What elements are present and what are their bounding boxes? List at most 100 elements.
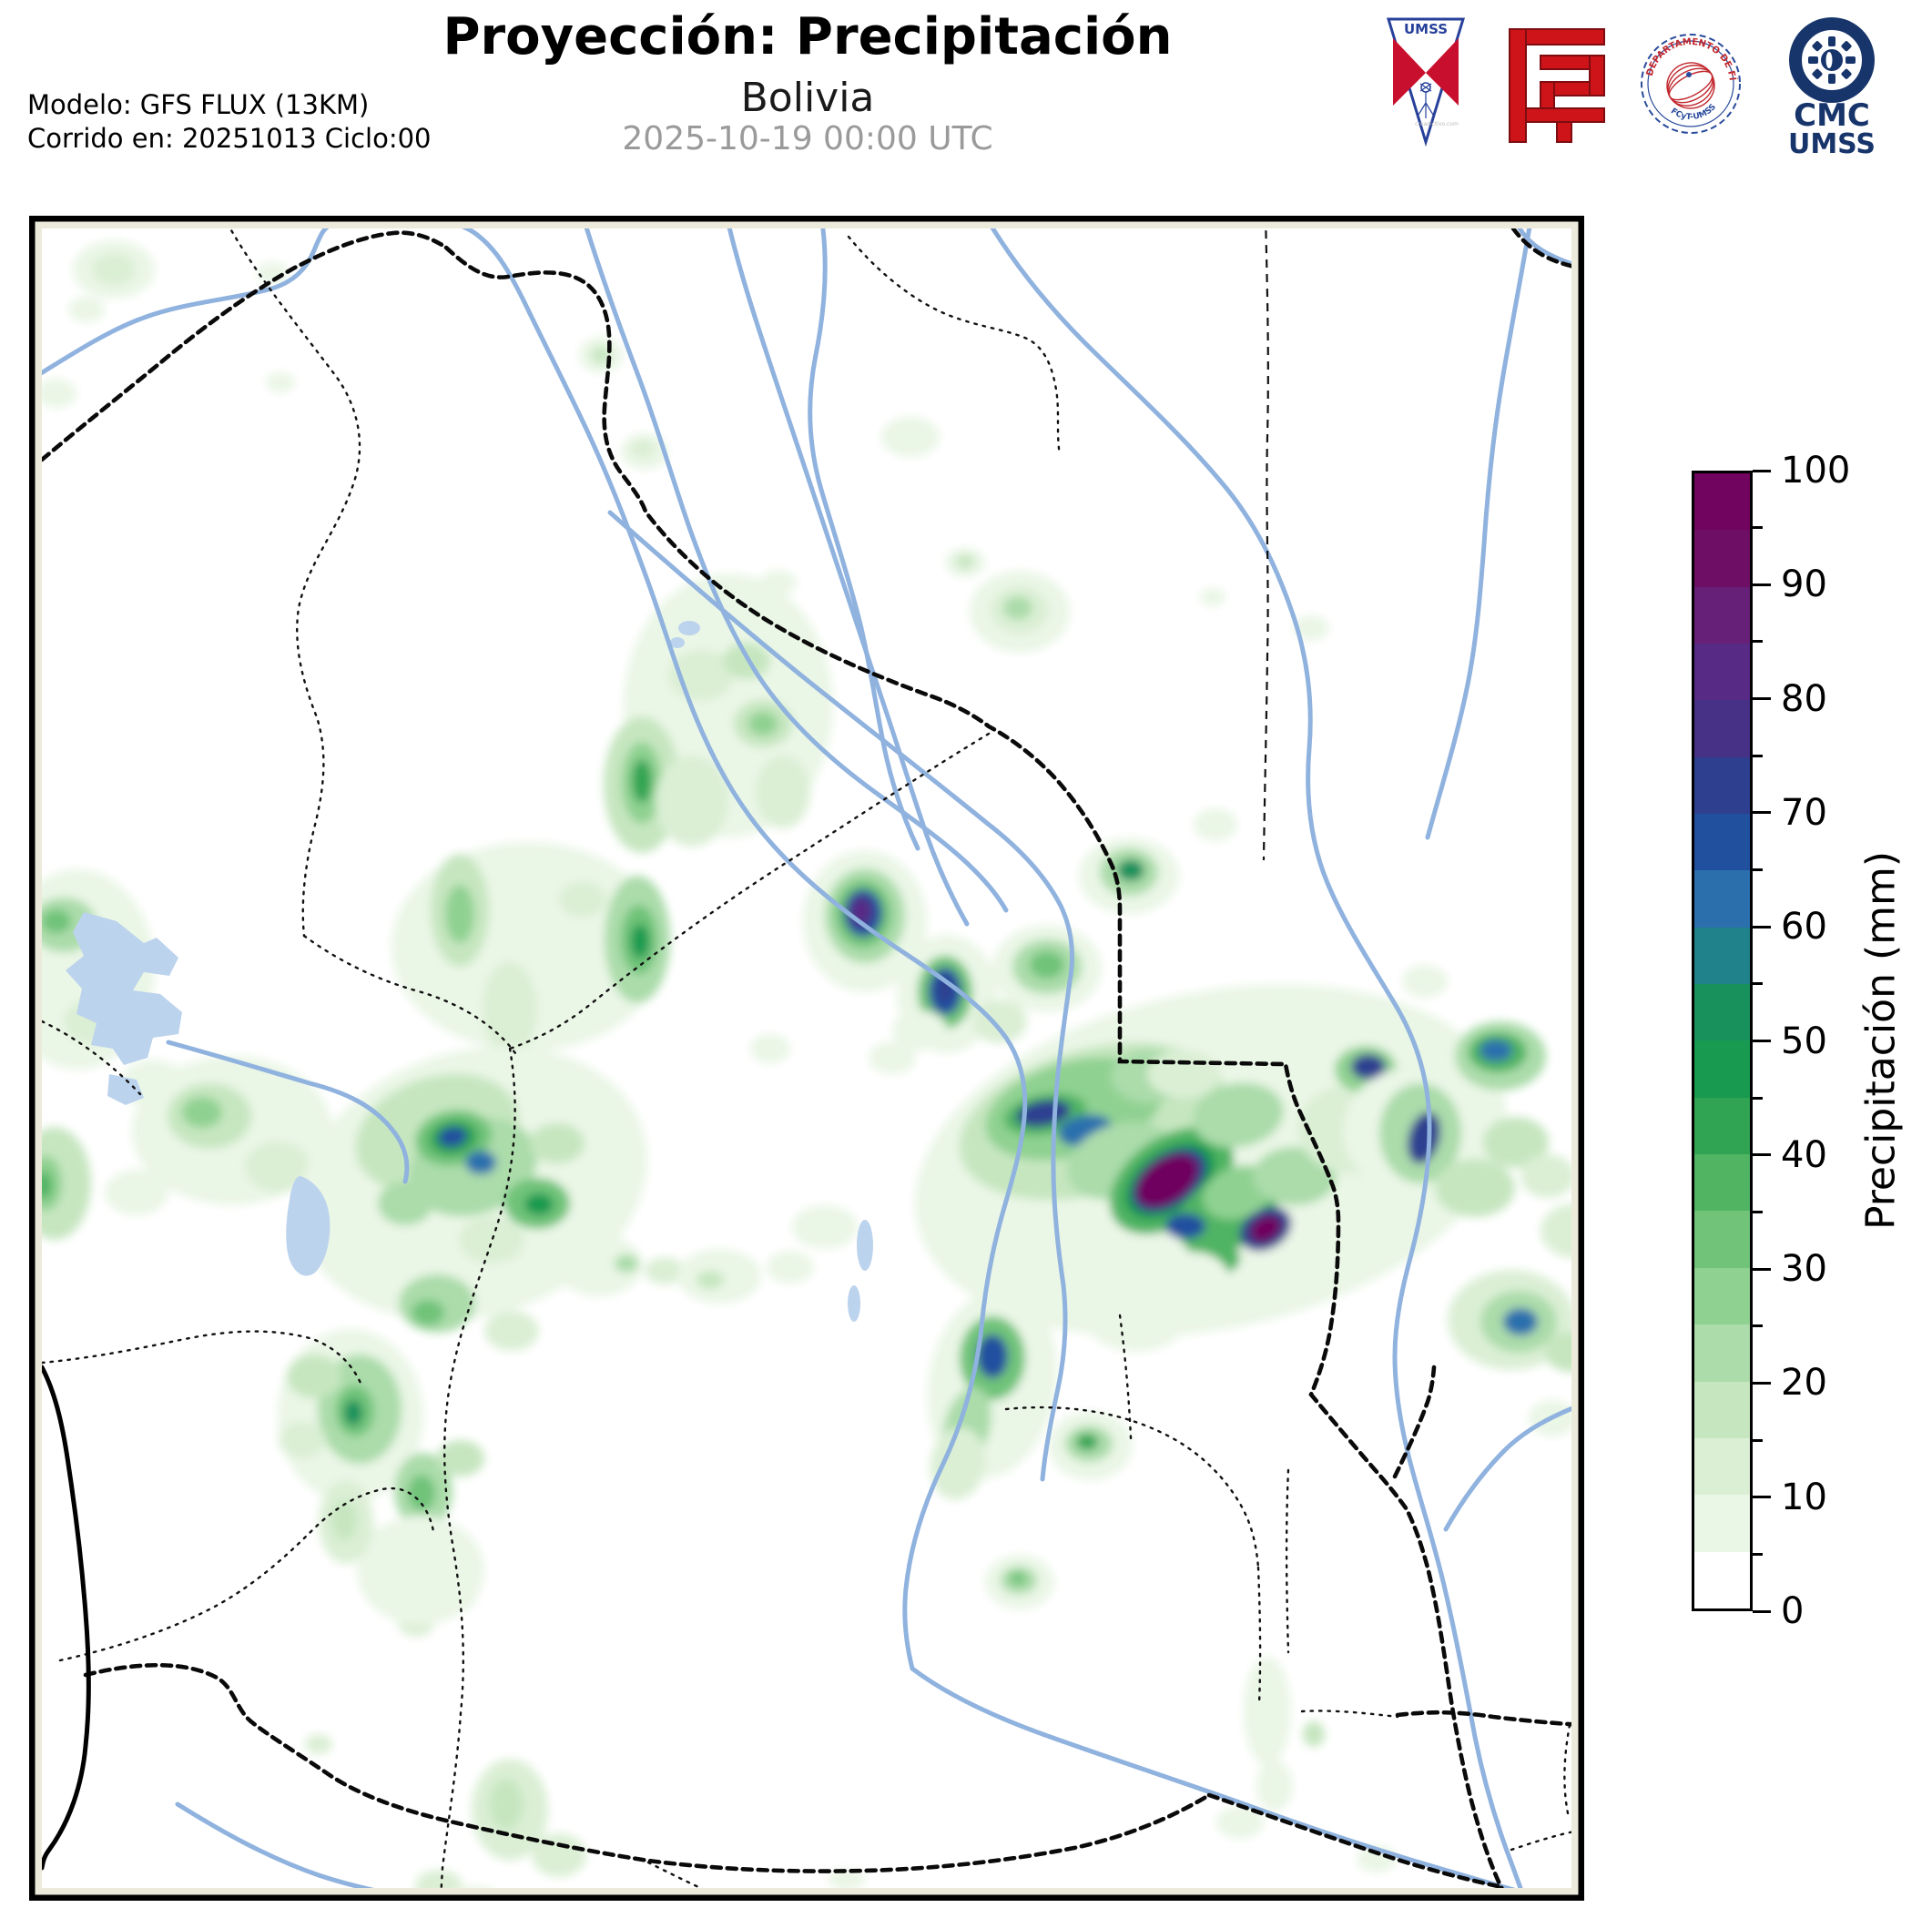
river-right-mid — [1443, 1405, 1571, 1532]
fcyt-maze-icon — [1509, 28, 1605, 143]
colorbar-tick-label: 30 — [1781, 1248, 1827, 1291]
precip-blob — [437, 1440, 484, 1476]
model-info: Modelo: GFS FLUX (13KM) — [27, 89, 370, 120]
precip-blob — [182, 1097, 222, 1128]
colorbar-tick — [1753, 1438, 1763, 1442]
colorbar-segment — [1694, 644, 1750, 701]
precip-blob — [1407, 1111, 1441, 1164]
colorbar-tick-label: 10 — [1781, 1476, 1827, 1518]
stamp-outer-ring — [1641, 34, 1741, 134]
colorbar-tick-label: 20 — [1781, 1362, 1827, 1405]
cmc-umss-text: UMSS — [1788, 128, 1876, 157]
colorbar-segment — [1694, 1267, 1750, 1325]
river-itenez — [1425, 228, 1532, 840]
precip-blob — [892, 1010, 947, 1050]
colorbar-segment — [1694, 1154, 1750, 1212]
precip-blob — [972, 1000, 1027, 1043]
precip-blob — [1520, 1154, 1571, 1198]
border-paraguay-brazil — [1392, 1365, 1437, 1479]
colorbar-tick — [1753, 1381, 1771, 1385]
colorbar-segment — [1694, 1211, 1750, 1268]
precip-blob — [279, 1422, 326, 1458]
map-panel — [29, 216, 1584, 1901]
map-frame — [29, 216, 1584, 1901]
lake-poopo — [286, 1176, 330, 1276]
precip-blob — [767, 1251, 814, 1284]
precip-blob — [615, 1254, 638, 1273]
colorbar-segment — [1694, 984, 1750, 1041]
precip-blob — [445, 885, 474, 943]
precip-blob — [1293, 615, 1329, 641]
precip-blob — [438, 1126, 467, 1148]
precip-blob — [555, 1234, 643, 1296]
river-paraguay — [990, 228, 1523, 1888]
precip-blob — [645, 1257, 685, 1284]
colorbar-segment — [1694, 1097, 1750, 1155]
region-subtitle: Bolivia — [740, 75, 875, 121]
brazil-state-border — [1262, 228, 1269, 861]
precip-blob — [1483, 1117, 1549, 1168]
colorbar-tick — [1753, 640, 1763, 644]
colorbar-tick-label: 70 — [1781, 791, 1827, 834]
precip-blob — [829, 1869, 865, 1888]
precip-blob — [42, 1172, 52, 1199]
colorbar-tick-label: 90 — [1781, 563, 1827, 606]
valid-datetime: 2025-10-19 00:00 UTC — [622, 120, 993, 157]
precip-blob — [305, 1734, 332, 1754]
colorbar-tick — [1753, 1609, 1771, 1613]
border-argentina-pilcomayo — [1206, 1792, 1504, 1888]
colorbar-segment — [1694, 700, 1750, 757]
lakes — [66, 621, 873, 1322]
border-chile — [42, 1365, 91, 1871]
precip-blob — [42, 909, 71, 933]
precip-blob — [1303, 1721, 1325, 1747]
precip-blob — [1216, 1806, 1264, 1839]
umss-pennant-logo: UMSS creadictivo.com — [1386, 16, 1466, 149]
precip-blob — [559, 881, 606, 918]
cmc-text: CMC — [1794, 97, 1870, 134]
colorbar-tick — [1753, 811, 1771, 815]
precip-blob — [881, 417, 940, 457]
department-borders — [42, 228, 1571, 1888]
precip-blob — [524, 1193, 554, 1215]
colorbar-tick — [1753, 1153, 1771, 1157]
lake-titicaca-minor — [107, 1074, 144, 1105]
colorbar: 0 10 20 30 40 50 60 70 80 90 100 — [1692, 451, 1932, 1631]
colorbar-segment — [1694, 756, 1750, 815]
colorbar-tick — [1753, 982, 1763, 986]
precip-blob — [465, 1151, 496, 1174]
precip-blob — [357, 1516, 484, 1625]
border-ne-corner — [1510, 228, 1571, 269]
river-mamore-2 — [727, 228, 970, 927]
international-borders — [42, 228, 1571, 1888]
precip-blob — [42, 379, 76, 408]
precip-blob — [257, 262, 290, 284]
colorbar-tick — [1753, 868, 1763, 872]
colorbar-tick — [1753, 754, 1763, 757]
precip-blob — [1402, 965, 1448, 998]
pennant-red-right — [1426, 38, 1459, 106]
precip-blob — [68, 297, 105, 322]
colorbar-gradient — [1692, 471, 1753, 1611]
precip-blob — [1193, 1082, 1284, 1148]
precip-blob — [489, 1779, 524, 1830]
colorbar-segment — [1694, 814, 1750, 871]
pennant-red-left — [1393, 38, 1426, 106]
fcyt-red-logo — [1504, 24, 1610, 147]
precip-blob — [1165, 1213, 1205, 1239]
precip-blob — [869, 1041, 916, 1074]
precip-blob — [1003, 596, 1032, 620]
colorbar-segment — [1694, 1040, 1750, 1098]
precip-blob — [631, 440, 655, 458]
fisica-department-stamp: DEPARTAMENTO DE FÍSICA FCyT-UMSS — [1637, 20, 1744, 149]
precip-blob — [632, 759, 652, 803]
precip-blob — [1156, 1252, 1229, 1306]
colorbar-tick-label: 0 — [1781, 1590, 1805, 1632]
precip-blob — [1194, 808, 1237, 841]
colorbar-tick — [1753, 925, 1771, 928]
bolivia-precipitation-map — [29, 216, 1584, 1901]
cmc-umss-logo: CMC UMSS — [1774, 9, 1890, 157]
precip-blob — [1010, 1572, 1026, 1585]
precip-blob — [631, 924, 649, 959]
colorbar-segment — [1694, 1495, 1750, 1552]
